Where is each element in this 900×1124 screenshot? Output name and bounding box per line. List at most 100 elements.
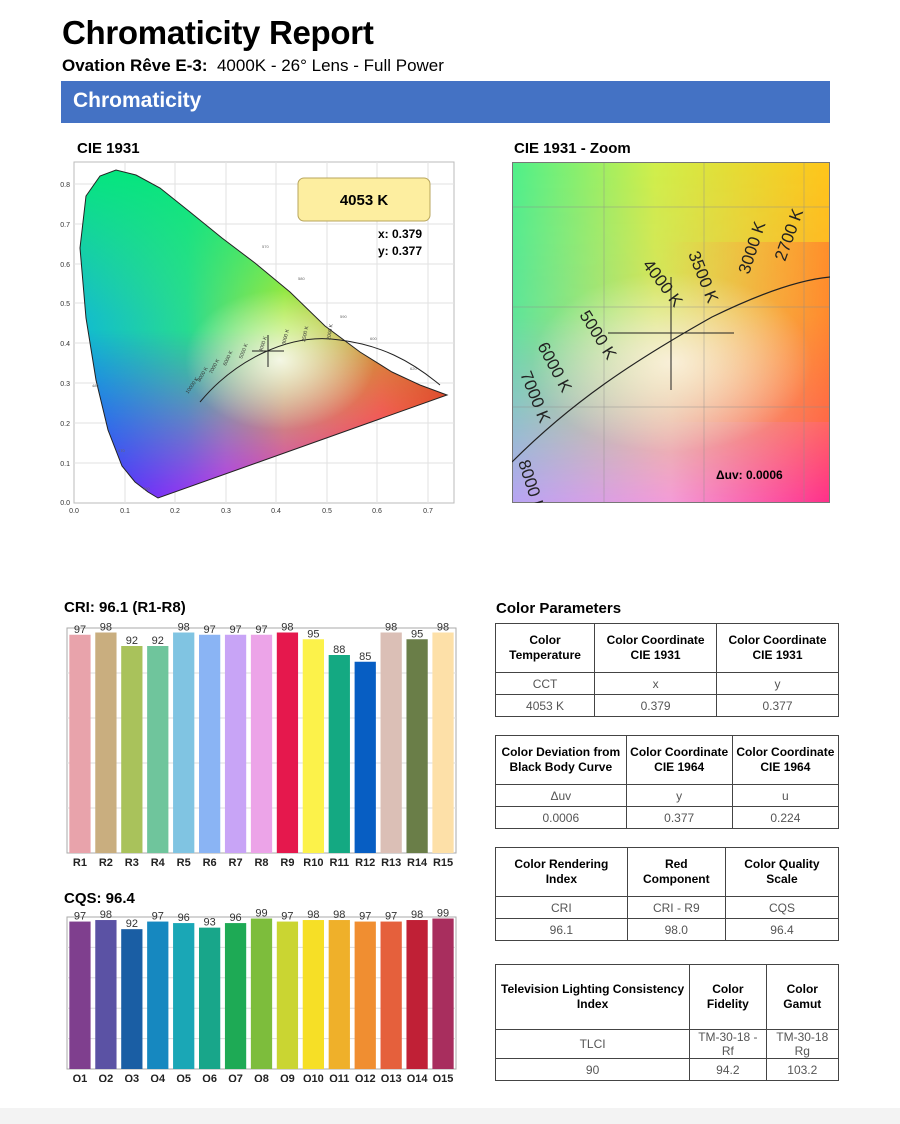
bar-value-label: 98 <box>411 909 423 921</box>
y-tick: 0.2 <box>60 421 70 428</box>
bar <box>173 632 195 853</box>
category-label: R13 <box>381 857 401 869</box>
bar-value-label: 96 <box>229 912 241 924</box>
bar-value-label: 97 <box>204 624 216 636</box>
category-label: R5 <box>177 857 191 869</box>
header-cell: Color Fidelity <box>689 964 767 1030</box>
bar-value-label: 98 <box>437 622 449 634</box>
cell: 0.0006 <box>495 806 627 829</box>
product-config: 4000K - 26° Lens - Full Power <box>216 56 444 75</box>
bar <box>406 920 428 1069</box>
svg-text:620: 620 <box>410 366 417 371</box>
params-table-tlci: Television Lighting Consistency Index Co… <box>494 964 840 1081</box>
y-tick: 0.0 <box>60 500 70 507</box>
x-tick: 0.7 <box>423 508 433 515</box>
bar <box>302 639 324 853</box>
svg-text:600: 600 <box>370 336 377 341</box>
cell: y <box>625 784 733 807</box>
bar-value-label: 95 <box>307 628 319 640</box>
category-label: Q1 <box>73 1073 88 1082</box>
report-title: Chromaticity Report <box>62 14 374 51</box>
category-label: R3 <box>125 857 139 869</box>
category-label: Q14 <box>407 1073 429 1082</box>
bar <box>224 923 247 1069</box>
x-tick: 0.2 <box>170 508 180 515</box>
duv-readout: Δuv: 0.0006 <box>716 468 783 482</box>
bar-value-label: 98 <box>281 622 293 634</box>
category-label: R9 <box>280 857 294 869</box>
x-tick: 0.6 <box>372 508 382 515</box>
cell: TLCI <box>494 1029 691 1059</box>
section-title: Chromaticity <box>73 89 202 112</box>
bar-value-label: 98 <box>307 909 319 921</box>
bar <box>276 632 299 853</box>
x-tick: 0.4 <box>271 508 281 515</box>
cct-badge-box <box>297 177 431 222</box>
svg-text:470: 470 <box>118 448 125 453</box>
category-label: Q5 <box>176 1073 191 1082</box>
cie-full-title: CIE 1931 <box>77 140 140 157</box>
bar <box>121 929 143 1069</box>
bar-value-label: 97 <box>281 911 293 923</box>
svg-text:4000 K: 4000 K <box>258 335 269 353</box>
params-table-cct: Color Temperature Color Coordinate CIE 1… <box>494 623 839 717</box>
category-label: Q13 <box>381 1073 402 1082</box>
bar-value-label: 97 <box>359 911 371 923</box>
svg-text:590: 590 <box>340 314 347 319</box>
x-tick: 0.5 <box>322 508 332 515</box>
cri-bars: 97 R1 98 R2 92 R3 92 R4 98 R5 97 R6 97 R7 97 R8 98 R9 95 R1… <box>69 622 454 869</box>
cell: CRI <box>495 896 628 919</box>
bar-value-label: 98 <box>100 909 112 921</box>
category-label: R15 <box>433 857 453 869</box>
bar <box>224 634 247 853</box>
params-title: Color Parameters <box>496 600 622 617</box>
category-label: R11 <box>330 857 350 869</box>
params-table-cri: Color Rendering Index Red Component Colo… <box>495 847 840 941</box>
cell: x <box>594 672 718 695</box>
bar <box>380 921 402 1069</box>
cie-1931-diagram: 10000 K 8000 K 7000 K 6000 K 5000 K 4000… <box>60 161 455 515</box>
cell: 0.379 <box>594 694 718 717</box>
cell: 4053 K <box>494 694 596 717</box>
category-label: Q4 <box>150 1073 166 1082</box>
category-label: R7 <box>229 857 243 869</box>
y-axis-ticks: 0.0 0.1 0.2 0.3 0.4 0.5 0.6 0.7 0.8 <box>60 182 70 507</box>
cqs-bars: 97 Q1 98 Q2 92 Q3 97 Q4 96 Q5 93 Q6 96 Q7 99 Q8 97 Q9 98 Q1… <box>69 908 454 1082</box>
category-label: Q2 <box>99 1073 114 1082</box>
header-cell: Color Coordinate CIE 1931 <box>716 623 839 673</box>
crosshair-marker <box>252 335 284 367</box>
bar <box>406 639 428 853</box>
header-cell: Color Coordinate CIE 1964 <box>731 735 840 785</box>
bar-value-label: 88 <box>333 644 345 656</box>
bar <box>328 920 350 1069</box>
bar <box>354 661 376 853</box>
bar-value-label: 92 <box>126 918 138 930</box>
svg-text:480: 480 <box>92 383 99 388</box>
category-label: R14 <box>407 857 428 869</box>
bar <box>95 920 117 1069</box>
header-cell: Color Coordinate CIE 1964 <box>625 735 733 785</box>
page-footer <box>0 1108 900 1124</box>
svg-text:2000 K: 2000 K <box>326 323 335 340</box>
bar-value-label: 85 <box>359 651 371 663</box>
category-label: R10 <box>303 857 323 869</box>
cell: 94.2 <box>689 1058 767 1081</box>
y-tick: 0.8 <box>60 182 70 189</box>
bar <box>328 655 350 853</box>
header-cell: Red Component <box>626 847 726 897</box>
svg-text:570: 570 <box>262 244 269 249</box>
bar <box>302 920 324 1069</box>
cri-chart-title: CRI: 96.1 (R1-R8) <box>64 599 186 616</box>
category-label: Q7 <box>228 1073 243 1082</box>
bar-value-label: 93 <box>204 917 216 929</box>
bar-value-label: 97 <box>385 911 397 923</box>
cell: 0.224 <box>731 806 840 829</box>
y-tick: 0.7 <box>60 222 70 229</box>
cell: u <box>731 784 840 807</box>
category-label: R1 <box>73 857 87 869</box>
category-label: Q10 <box>303 1073 324 1082</box>
bar <box>250 918 273 1069</box>
cell: 98.0 <box>626 918 726 941</box>
bar-value-label: 99 <box>437 908 449 920</box>
bar <box>147 646 169 853</box>
